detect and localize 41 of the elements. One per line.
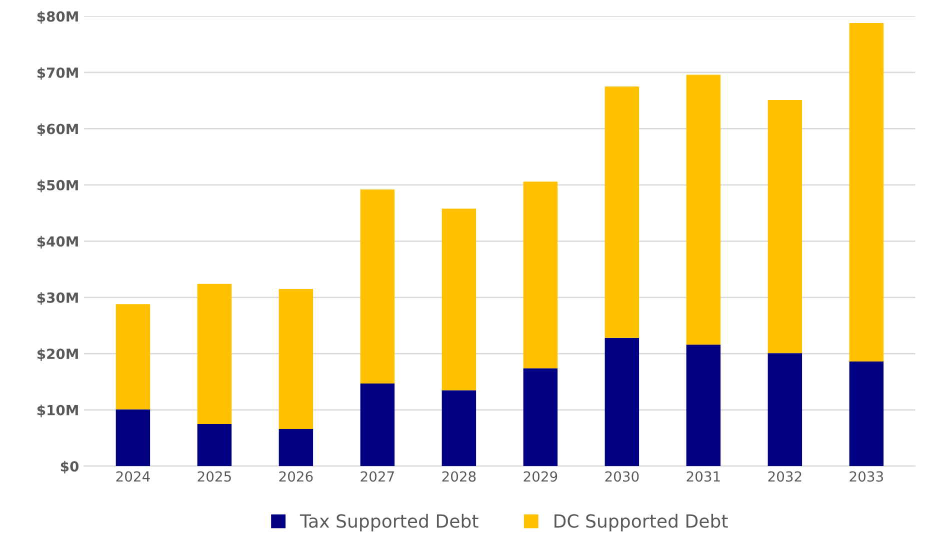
legend-label: Tax Supported Debt [300, 514, 478, 532]
bar [197, 284, 232, 424]
bar [523, 182, 558, 368]
bar [604, 338, 640, 466]
bar [197, 424, 232, 466]
x-tick-label: 2026 [279, 471, 313, 482]
y-tick-label: $20M [37, 348, 78, 361]
x-tick-label: 2028 [442, 471, 476, 482]
bar [360, 189, 395, 384]
bar [768, 353, 802, 466]
legend-label: DC Supported Debt [554, 514, 728, 532]
x-tick-label: 2031 [686, 471, 720, 482]
y-tick-label: $50M [37, 180, 78, 192]
bar [116, 409, 150, 466]
x-tick-label: 2025 [198, 471, 231, 482]
bar [442, 208, 476, 390]
bar [849, 23, 884, 362]
x-tick-label: 2032 [768, 471, 802, 482]
y-tick-label: $40M [37, 236, 78, 249]
x-tick-label: 2033 [850, 471, 883, 482]
y-tick-label: $0 [60, 460, 79, 474]
y-tick-label: $80M [37, 10, 78, 24]
y-tick-label: $10M [37, 404, 78, 418]
bar [686, 344, 721, 466]
bar [686, 74, 721, 345]
bar [278, 429, 314, 466]
bar [523, 368, 558, 466]
x-tick-label: 2027 [360, 471, 394, 482]
bar [278, 288, 314, 430]
x-tick-label: 2030 [605, 471, 639, 482]
y-tick-label: $70M [37, 67, 78, 80]
bar [360, 383, 395, 466]
y-tick-label: $30M [37, 292, 78, 305]
bar [604, 86, 640, 338]
y-tick-label: $60M [37, 123, 78, 136]
bar [849, 362, 884, 466]
bar [116, 304, 150, 410]
bar [442, 390, 476, 466]
x-tick-label: 2029 [524, 471, 558, 482]
bar [768, 100, 802, 354]
x-tick-label: 2024 [116, 471, 150, 482]
